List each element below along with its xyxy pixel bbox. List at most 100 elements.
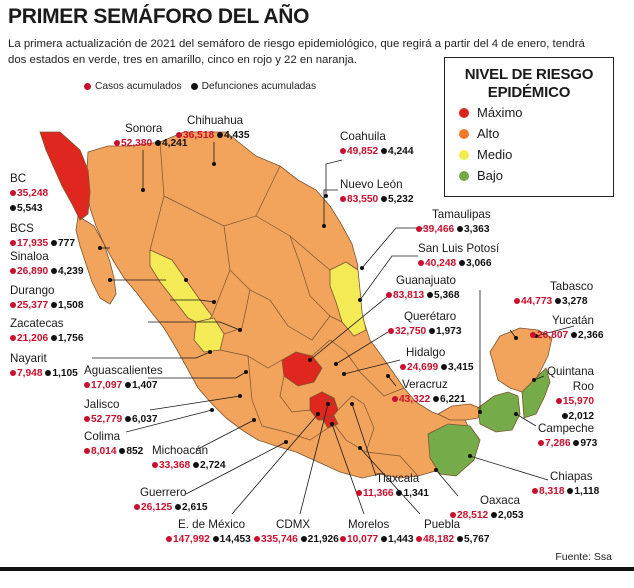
leader-line <box>331 423 365 515</box>
legend-label: Alto <box>477 126 500 141</box>
leader-line <box>515 413 537 427</box>
anchor-dot <box>210 408 214 412</box>
cases-value: 8,318 <box>539 486 565 497</box>
deaths-dot-icon <box>441 364 448 370</box>
cases-dot-icon <box>152 462 158 468</box>
cases-value: 52,779 <box>91 414 123 425</box>
risk-legend: NIVEL DE RIESGO EPIDÉMICO Máximo Alto Me… <box>444 57 614 197</box>
state-label-guerrero: Guerrero 26,125 2,615 <box>134 486 208 515</box>
subtitle: La primera actualización de 2021 del sem… <box>8 38 585 66</box>
deaths-value: 6,037 <box>132 414 158 425</box>
state-label-tabasco: Tabasco 44,773 3,278 <box>514 280 593 309</box>
legend-item-medio: Medio <box>459 144 613 165</box>
state-name: San Luis Potosí <box>418 242 500 255</box>
cases-dot-icon <box>10 302 16 308</box>
state-label-bc: BC 35,248 5,543 <box>10 172 48 216</box>
deaths-value: 21,926 <box>307 534 339 545</box>
cases-value: 44,773 <box>521 296 553 307</box>
orange-circle-icon <box>459 128 469 139</box>
yucatan-region <box>489 327 553 393</box>
state-label-guanajuato: Guanajuato 83,813 5,368 <box>386 274 460 303</box>
cases-dot-icon <box>10 370 16 376</box>
deaths-value: 1,341 <box>403 488 429 499</box>
cases-dot-icon <box>418 260 424 266</box>
cases-value: 10,077 <box>347 534 379 545</box>
leader-line <box>535 325 575 337</box>
state-name: Guanajuato <box>396 274 456 287</box>
cases-dot-icon <box>532 488 538 494</box>
state-name: E. de México <box>178 518 246 531</box>
deaths-dot-icon <box>51 335 58 341</box>
leader-line <box>387 375 397 387</box>
deaths-value: 777 <box>58 238 76 249</box>
state-name: Nayarit <box>10 352 47 365</box>
state-name: Tlaxcala <box>376 472 420 485</box>
deaths-value: 1,105 <box>52 368 78 379</box>
state-label-e-de-mexico: E. de México 147,992 14,453 <box>166 518 251 547</box>
anchor-dot <box>322 224 326 228</box>
red-circle-icon <box>459 107 469 118</box>
anchor-dot <box>308 358 312 362</box>
anchor-dot <box>316 412 320 416</box>
state-name: Sinaloa <box>10 250 49 263</box>
leader-line <box>351 403 377 477</box>
state-name: CDMX <box>276 518 311 531</box>
state-border <box>289 235 331 317</box>
state-label-bcs: BCS 17,935 777 <box>10 222 75 251</box>
state-name: Puebla <box>424 518 461 531</box>
legend-title: NIVEL DE RIESGO EPIDÉMICO <box>464 66 594 101</box>
state-label-queretaro: Querétaro 32,750 1,973 <box>388 310 462 339</box>
chiapas-region <box>427 423 481 477</box>
state-border <box>247 355 263 427</box>
black-dot-icon <box>190 83 198 90</box>
cases-dot-icon <box>514 298 520 304</box>
deaths-dot-icon <box>433 396 440 402</box>
state-name: Oaxaca <box>480 494 520 507</box>
leader-line <box>309 295 389 361</box>
state-label-quintana-roo: Quintana Roo 15,970 2,012 <box>540 364 594 424</box>
state-name: Durango <box>10 284 55 297</box>
cases-dot-icon <box>114 140 120 146</box>
cases-dot-icon <box>10 190 16 196</box>
cases-dot-icon <box>416 536 422 542</box>
page-title: PRIMER SEMÁFORO DEL AÑO <box>8 5 310 28</box>
state-border <box>163 165 281 227</box>
anchor-dot <box>386 374 390 378</box>
guanajuato-region <box>281 351 323 387</box>
anchor-dot <box>358 446 362 450</box>
cases-value: 35,248 <box>17 188 49 199</box>
deaths-dot-icon <box>125 416 132 422</box>
cases-dot-icon <box>356 490 362 496</box>
anchor-dot <box>478 410 482 414</box>
state-label-michoacan: Michoacán 33,368 2,724 <box>152 444 226 473</box>
state-label-chihuahua: Chihuahua 36,518 4,435 <box>176 114 250 143</box>
deaths-dot-icon <box>491 512 498 518</box>
state-border <box>255 215 331 271</box>
state-name: Chihuahua <box>187 114 244 127</box>
cases-value: 48,182 <box>423 534 455 545</box>
state-label-cdmx: CDMX 335,746 21,926 <box>254 518 339 547</box>
cases-value: 43,322 <box>399 394 431 405</box>
cases-value: 83,550 <box>347 194 379 205</box>
deaths-value: 2,615 <box>182 502 208 513</box>
cases-dot-icon <box>254 536 260 542</box>
deaths-dot-icon <box>45 370 52 376</box>
anchor-dot <box>324 194 328 198</box>
legend-item-maximo: Máximo <box>459 102 613 123</box>
source-note: Fuente: Ssa <box>555 551 612 563</box>
leader-line <box>323 189 338 226</box>
anchor-dot <box>252 418 256 422</box>
state-label-durango: Durango 25,377 1,508 <box>10 284 84 313</box>
deaths-dot-icon <box>10 205 16 211</box>
cases-dot-icon <box>530 332 536 338</box>
legend-label: Bajo <box>477 168 504 183</box>
yellow-circle-icon <box>459 149 469 160</box>
morelos-region <box>321 415 339 429</box>
cases-value: 26,807 <box>537 330 569 341</box>
deaths-dot-icon <box>381 148 388 154</box>
state-border <box>223 289 251 335</box>
deaths-dot-icon <box>175 504 182 510</box>
deaths-dot-icon <box>561 413 568 419</box>
state-border <box>287 315 343 341</box>
